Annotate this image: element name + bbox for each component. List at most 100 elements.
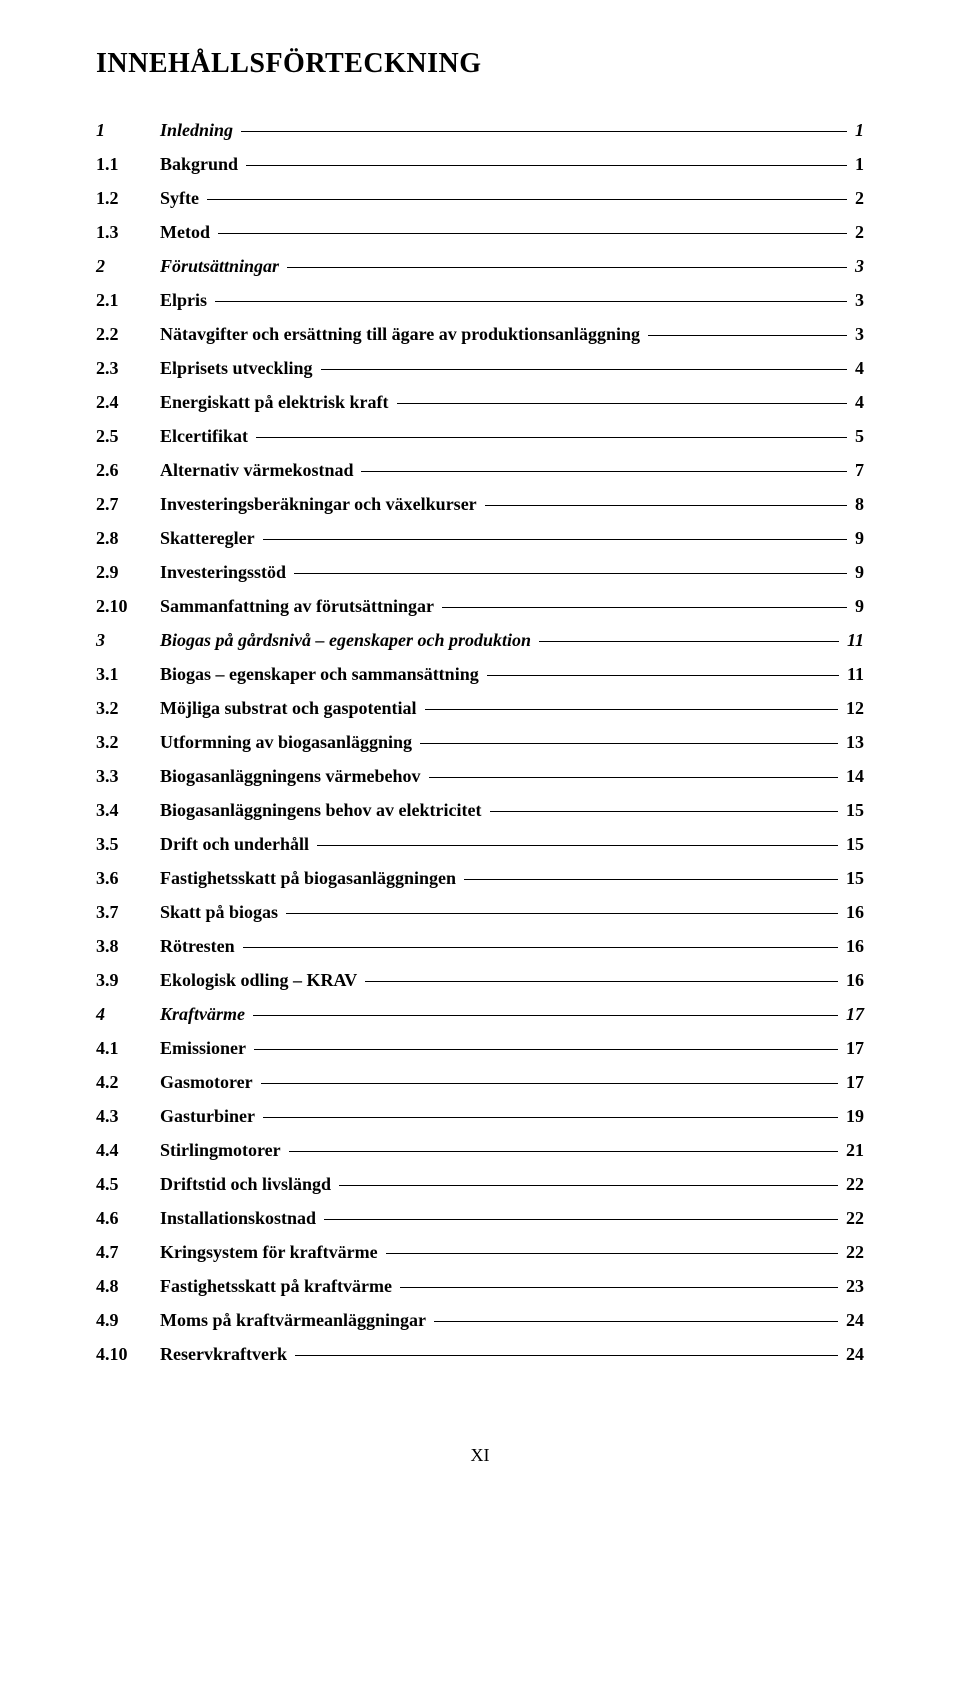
toc-leader-line (420, 743, 838, 744)
toc-entry-page: 9 (851, 562, 864, 583)
toc-entry: 2.8Skatteregler9 (96, 528, 864, 549)
toc-entry: 4.9Moms på kraftvärmeanläggningar24 (96, 1310, 864, 1331)
toc-entry-page: 14 (842, 766, 864, 787)
toc-entry: 3.9Ekologisk odling – KRAV16 (96, 970, 864, 991)
toc-entry-label: Driftstid och livslängd (160, 1174, 335, 1195)
toc-list: 1Inledning11.1Bakgrund11.2Syfte21.3Metod… (96, 120, 864, 1365)
toc-entry: 3.5Drift och underhåll15 (96, 834, 864, 855)
toc-leader-line (429, 777, 838, 778)
toc-entry-number: 4.2 (96, 1072, 160, 1093)
toc-leader-line (243, 947, 838, 948)
toc-entry-page: 17 (842, 1072, 864, 1093)
toc-entry-number: 2.1 (96, 290, 160, 311)
toc-leader-line (241, 131, 847, 132)
toc-entry-number: 3.7 (96, 902, 160, 923)
toc-entry-page: 15 (842, 868, 864, 889)
toc-entry-number: 3.2 (96, 732, 160, 753)
toc-entry-number: 4.4 (96, 1140, 160, 1161)
toc-leader-line (397, 403, 848, 404)
toc-entry: 3.3Biogasanläggningens värmebehov14 (96, 766, 864, 787)
toc-entry-page: 22 (842, 1242, 864, 1263)
toc-entry-label: Bakgrund (160, 154, 242, 175)
toc-leader-line (648, 335, 847, 336)
toc-entry: 1.3Metod2 (96, 222, 864, 243)
toc-entry-label: Biogas – egenskaper och sammansättning (160, 664, 483, 685)
toc-entry-page: 5 (851, 426, 864, 447)
toc-entry: 1.2Syfte2 (96, 188, 864, 209)
toc-entry-label: Nätavgifter och ersättning till ägare av… (160, 324, 644, 345)
toc-entry: 3.2Utformning av biogasanläggning 13 (96, 732, 864, 753)
toc-leader-line (256, 437, 847, 438)
toc-entry: 3.8Rötresten16 (96, 936, 864, 957)
toc-entry-number: 2.10 (96, 596, 160, 617)
toc-leader-line (215, 301, 847, 302)
toc-entry: 2.5Elcertifikat5 (96, 426, 864, 447)
toc-entry-number: 3 (96, 630, 160, 651)
toc-entry-label: Biogasanläggningens värmebehov (160, 766, 425, 787)
toc-entry-label: Investeringsberäkningar och växelkurser (160, 494, 481, 515)
toc-entry-label: Elprisets utveckling (160, 358, 317, 379)
toc-entry-page: 13 (842, 732, 864, 753)
toc-entry-number: 4.7 (96, 1242, 160, 1263)
toc-entry-label: Fastighetsskatt på kraftvärme (160, 1276, 396, 1297)
toc-entry: 4Kraftvärme17 (96, 1004, 864, 1025)
page-number-footer: XI (96, 1445, 864, 1466)
toc-entry-number: 4.8 (96, 1276, 160, 1297)
toc-entry-label: Energiskatt på elektrisk kraft (160, 392, 393, 413)
toc-entry-label: Förutsättningar (160, 256, 283, 277)
toc-entry-number: 4.10 (96, 1344, 160, 1365)
toc-entry-number: 4.3 (96, 1106, 160, 1127)
toc-entry-label: Investeringsstöd (160, 562, 290, 583)
toc-entry-page: 7 (851, 460, 864, 481)
toc-entry-label: Utformning av biogasanläggning (160, 732, 416, 753)
toc-entry-number: 2.8 (96, 528, 160, 549)
toc-entry-label: Kringsystem för kraftvärme (160, 1242, 382, 1263)
toc-entry-number: 2 (96, 256, 160, 277)
toc-entry: 3.1Biogas – egenskaper och sammansättnin… (96, 664, 864, 685)
toc-entry-label: Inledning (160, 120, 237, 141)
toc-entry-page: 23 (842, 1276, 864, 1297)
toc-entry-number: 3.6 (96, 868, 160, 889)
toc-entry-page: 3 (851, 256, 864, 277)
toc-entry-page: 16 (842, 936, 864, 957)
toc-entry-label: Biogasanläggningens behov av elektricite… (160, 800, 486, 821)
toc-entry: 4.2Gasmotorer 17 (96, 1072, 864, 1093)
toc-entry: 3.7Skatt på biogas 16 (96, 902, 864, 923)
toc-entry: 3.4Biogasanläggningens behov av elektric… (96, 800, 864, 821)
toc-entry-number: 4 (96, 1004, 160, 1025)
toc-entry-number: 2.5 (96, 426, 160, 447)
toc-entry-page: 4 (851, 358, 864, 379)
toc-leader-line (442, 607, 847, 608)
toc-entry-number: 3.5 (96, 834, 160, 855)
toc-entry-label: Metod (160, 222, 214, 243)
toc-entry-number: 3.2 (96, 698, 160, 719)
toc-entry-number: 3.1 (96, 664, 160, 685)
toc-leader-line (485, 505, 847, 506)
toc-leader-line (361, 471, 847, 472)
toc-entry: 3.6Fastighetsskatt på biogasanläggningen… (96, 868, 864, 889)
toc-entry-page: 22 (842, 1208, 864, 1229)
toc-entry-page: 11 (843, 664, 864, 685)
toc-leader-line (286, 913, 838, 914)
toc-leader-line (539, 641, 839, 642)
toc-entry-label: Alternativ värmekostnad (160, 460, 357, 481)
toc-leader-line (246, 165, 847, 166)
toc-leader-line (254, 1049, 838, 1050)
toc-entry: 2.10Sammanfattning av förutsättningar9 (96, 596, 864, 617)
toc-entry-page: 11 (843, 630, 864, 651)
toc-leader-line (434, 1321, 838, 1322)
toc-entry-label: Gasmotorer (160, 1072, 257, 1093)
toc-entry-page: 3 (851, 290, 864, 311)
toc-leader-line (425, 709, 839, 710)
toc-heading: INNEHÅLLSFÖRTECKNING (96, 48, 864, 80)
toc-entry-page: 16 (842, 902, 864, 923)
toc-leader-line (289, 1151, 838, 1152)
toc-entry-number: 1.3 (96, 222, 160, 243)
toc-entry: 2.4Energiskatt på elektrisk kraft4 (96, 392, 864, 413)
toc-entry-label: Skatt på biogas (160, 902, 282, 923)
toc-entry: 4.5Driftstid och livslängd22 (96, 1174, 864, 1195)
toc-leader-line (207, 199, 847, 200)
toc-entry-number: 2.2 (96, 324, 160, 345)
toc-entry-label: Installationskostnad (160, 1208, 320, 1229)
toc-leader-line (339, 1185, 838, 1186)
